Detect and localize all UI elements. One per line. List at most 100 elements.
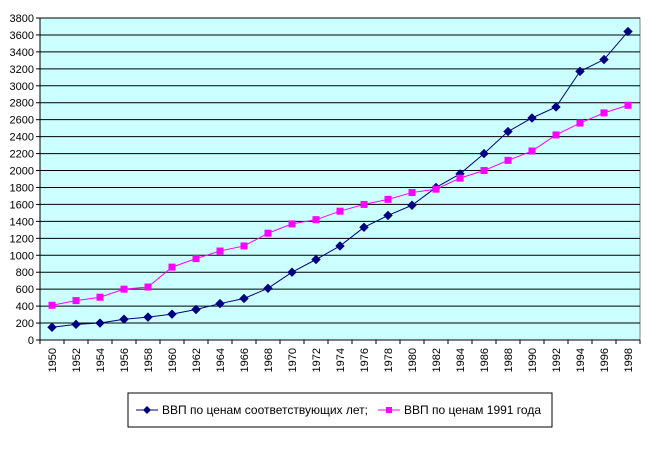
series-2-point: [120, 285, 128, 293]
series-2-point: [432, 185, 440, 193]
series-2-point: [552, 131, 560, 139]
series-1-point: [311, 254, 321, 265]
y-tick-label: 1400: [10, 216, 34, 228]
series-2-point: [168, 263, 176, 271]
series-2-point: [528, 147, 536, 155]
series-2-point: [480, 167, 488, 175]
series-2-point: [576, 119, 584, 127]
y-tick-label: 800: [16, 267, 34, 279]
series-2-point: [288, 220, 296, 228]
x-tick-label: 1952: [71, 348, 83, 372]
x-tick-label: 1996: [599, 348, 611, 372]
series-2-point: [48, 301, 56, 309]
x-tick-label: 1966: [239, 348, 251, 372]
plot-area: [39, 17, 641, 341]
series-2-point: [192, 255, 200, 263]
y-tick-label: 0: [28, 335, 34, 347]
series-2-point: [96, 293, 104, 301]
series-1-point: [359, 222, 369, 233]
series-1-point: [191, 304, 201, 315]
series-2-point: [144, 283, 152, 291]
x-tick-label: 1982: [431, 348, 443, 372]
series-1-point: [167, 309, 177, 319]
series-1-point: [599, 54, 609, 65]
legend-box: [127, 392, 553, 428]
x-tick-label: 1962: [191, 348, 203, 372]
x-tick-label: 1956: [119, 348, 131, 372]
x-tick-label: 1972: [311, 348, 323, 372]
x-tick-label: 1950: [47, 348, 59, 372]
series-1-point: [215, 298, 225, 309]
y-tick-label: 3800: [10, 13, 34, 25]
y-tick-label: 3600: [10, 30, 34, 42]
x-tick-label: 1958: [143, 348, 155, 372]
series-2-point: [360, 200, 368, 208]
series-1-point: [551, 102, 561, 112]
x-tick-label: 1992: [551, 348, 563, 372]
series-2-point: [216, 247, 224, 255]
y-tick-label: 2400: [10, 132, 34, 144]
legend-marker-2: [386, 407, 392, 413]
y-tick-label: 2200: [10, 149, 34, 161]
y-tick-label: 2000: [10, 166, 34, 178]
y-tick-label: 1600: [10, 199, 34, 211]
series-2-point: [408, 189, 416, 197]
gridlines: [40, 17, 640, 324]
series-1-point: [287, 267, 297, 277]
series-1-point: [479, 148, 489, 159]
x-tick-label: 1990: [527, 348, 539, 372]
y-tick-label: 2600: [10, 115, 34, 127]
y-tick-label: 600: [16, 284, 34, 296]
series-group: [47, 26, 633, 332]
series-2-point: [72, 297, 80, 305]
series-2-point: [624, 101, 632, 109]
y-tick-label: 1800: [10, 182, 34, 194]
series-2-point: [600, 109, 608, 117]
x-tick-label: 1954: [95, 348, 107, 372]
series-2-point: [312, 216, 320, 224]
series-1-point: [383, 210, 393, 221]
x-tick-label: 1998: [623, 348, 635, 372]
series-1-point: [71, 319, 81, 330]
y-axis: 0 200 400 600 800 1000 1200 1400 1600 1800 2000 220…: [10, 13, 640, 347]
x-tick-label: 1980: [407, 348, 419, 372]
y-tick-label: 3000: [10, 81, 34, 93]
y-tick-label: 1000: [10, 250, 34, 262]
series-2-point: [264, 229, 272, 237]
y-tick-label: 400: [16, 301, 34, 313]
series-1-point: [575, 66, 585, 77]
x-tick-label: 1994: [575, 348, 587, 372]
series-1-point: [95, 318, 105, 328]
y-tick-label: 200: [16, 318, 34, 330]
series-2-point: [240, 242, 248, 250]
x-tick-label: 1988: [503, 348, 515, 372]
series-1-point: [407, 200, 417, 210]
x-tick-label: 1968: [263, 348, 275, 372]
series-1-point: [143, 312, 153, 322]
series-1-point: [239, 293, 249, 304]
x-tick-label: 1974: [335, 348, 347, 372]
series-2-point: [336, 207, 344, 215]
x-tick-label: 1984: [455, 348, 467, 372]
series-1-point: [119, 314, 129, 324]
legend-label-1: ВВП по ценам соответствующих лет;: [162, 403, 368, 417]
series-2-point: [504, 156, 512, 164]
series-2-point: [384, 195, 392, 203]
x-tick-label: 1960: [167, 348, 179, 372]
x-axis: 1950 1952 1954 1956 1958 1960 1962 1964 1966 1968…: [39, 340, 641, 372]
x-tick-label: 1964: [215, 348, 227, 372]
series-1-point: [47, 322, 57, 332]
series-1-point: [623, 26, 633, 37]
series-1-point: [335, 241, 345, 251]
x-tick-label: 1978: [383, 348, 395, 372]
series-1-point: [527, 113, 537, 123]
series-1-point: [503, 126, 513, 137]
legend-marker-1: [143, 406, 151, 414]
x-tick-label: 1986: [479, 348, 491, 372]
y-tick-label: 3200: [10, 64, 34, 76]
legend: ВВП по ценам соответствующих лет; ВВП по …: [127, 392, 553, 428]
y-tick-label: 1200: [10, 233, 34, 245]
series-2-point: [456, 174, 464, 182]
